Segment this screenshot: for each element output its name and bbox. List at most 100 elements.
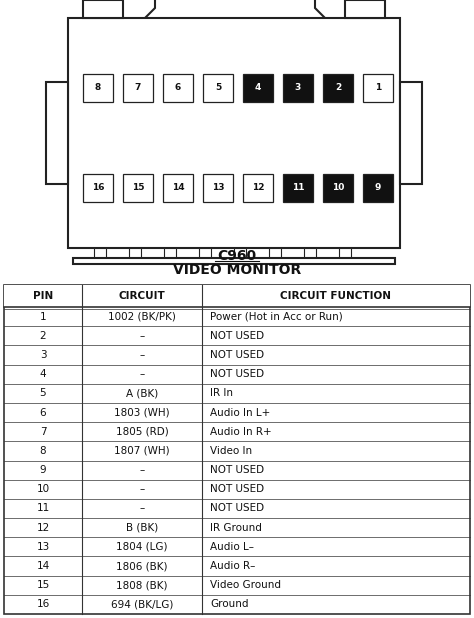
Bar xyxy=(129,248,141,258)
Text: NOT USED: NOT USED xyxy=(210,465,264,475)
Text: 1804 (LG): 1804 (LG) xyxy=(116,542,168,552)
Text: 6: 6 xyxy=(175,83,181,93)
Text: 694 (BK/LG): 694 (BK/LG) xyxy=(111,599,173,609)
Text: 3: 3 xyxy=(295,83,301,93)
Text: 15: 15 xyxy=(36,580,50,590)
Text: 13: 13 xyxy=(212,184,224,192)
Text: –: – xyxy=(139,465,145,475)
Bar xyxy=(164,248,176,258)
Bar xyxy=(339,248,351,258)
Text: Power (Hot in Acc or Run): Power (Hot in Acc or Run) xyxy=(210,311,343,321)
Bar xyxy=(363,74,393,102)
Text: –: – xyxy=(139,485,145,494)
Text: NOT USED: NOT USED xyxy=(210,504,264,514)
Text: 9: 9 xyxy=(40,465,46,475)
Text: 1806 (BK): 1806 (BK) xyxy=(116,561,168,571)
Bar xyxy=(363,174,393,202)
Text: Video Ground: Video Ground xyxy=(210,580,281,590)
Text: 12: 12 xyxy=(36,523,50,533)
Bar xyxy=(283,174,313,202)
Text: 12: 12 xyxy=(252,184,264,192)
Text: 10: 10 xyxy=(332,184,344,192)
Text: –: – xyxy=(139,504,145,514)
Text: 1808 (BK): 1808 (BK) xyxy=(116,580,168,590)
Bar xyxy=(203,174,233,202)
Text: 15: 15 xyxy=(132,184,144,192)
Text: Audio In R+: Audio In R+ xyxy=(210,426,272,437)
Text: B (BK): B (BK) xyxy=(126,523,158,533)
Text: 8: 8 xyxy=(40,446,46,456)
Text: NOT USED: NOT USED xyxy=(210,331,264,341)
Text: Audio L–: Audio L– xyxy=(210,542,254,552)
Bar xyxy=(323,174,353,202)
Text: Audio In L+: Audio In L+ xyxy=(210,407,270,418)
Text: 1: 1 xyxy=(40,311,46,321)
Text: 13: 13 xyxy=(36,542,50,552)
Text: –: – xyxy=(139,331,145,341)
Text: 14: 14 xyxy=(36,561,50,571)
Bar xyxy=(163,174,193,202)
Bar xyxy=(304,248,316,258)
Bar xyxy=(203,74,233,102)
Text: 4: 4 xyxy=(40,369,46,379)
Bar xyxy=(243,74,273,102)
Text: 6: 6 xyxy=(40,407,46,418)
Text: A (BK): A (BK) xyxy=(126,388,158,399)
Text: –: – xyxy=(139,369,145,379)
Bar xyxy=(83,0,123,18)
Text: 1803 (WH): 1803 (WH) xyxy=(114,407,170,418)
Text: 8: 8 xyxy=(95,83,101,93)
Text: 16: 16 xyxy=(92,184,104,192)
Bar xyxy=(68,18,400,248)
Text: 1002 (BK/PK): 1002 (BK/PK) xyxy=(108,311,176,321)
Text: VIDEO MONITOR: VIDEO MONITOR xyxy=(173,263,301,277)
Text: Audio R–: Audio R– xyxy=(210,561,255,571)
Text: 4: 4 xyxy=(255,83,261,93)
Bar xyxy=(269,248,281,258)
Text: 3: 3 xyxy=(40,350,46,360)
Bar xyxy=(243,174,273,202)
Bar xyxy=(4,285,470,614)
Text: 5: 5 xyxy=(215,83,221,93)
Text: 11: 11 xyxy=(36,504,50,514)
Bar xyxy=(199,248,211,258)
Text: 11: 11 xyxy=(292,184,304,192)
Bar xyxy=(83,174,113,202)
Bar xyxy=(73,258,395,264)
Text: CIRCUIT: CIRCUIT xyxy=(118,291,165,301)
Bar xyxy=(94,248,106,258)
Bar xyxy=(123,74,153,102)
Bar xyxy=(283,74,313,102)
Text: IR Ground: IR Ground xyxy=(210,523,262,533)
Text: 7: 7 xyxy=(135,83,141,93)
Bar xyxy=(46,82,68,184)
Text: 2: 2 xyxy=(335,83,341,93)
Text: Video In: Video In xyxy=(210,446,252,456)
Text: PIN: PIN xyxy=(33,291,53,301)
Text: IR In: IR In xyxy=(210,388,233,399)
Text: C960: C960 xyxy=(218,249,256,263)
Text: Ground: Ground xyxy=(210,599,248,609)
Bar xyxy=(4,285,470,307)
Bar xyxy=(400,82,422,184)
Bar xyxy=(83,74,113,102)
Text: –: – xyxy=(139,350,145,360)
Text: NOT USED: NOT USED xyxy=(210,350,264,360)
Text: 1805 (RD): 1805 (RD) xyxy=(116,426,168,437)
Text: 16: 16 xyxy=(36,599,50,609)
Bar xyxy=(163,74,193,102)
Text: 2: 2 xyxy=(40,331,46,341)
Text: 1807 (WH): 1807 (WH) xyxy=(114,446,170,456)
Text: CIRCUIT FUNCTION: CIRCUIT FUNCTION xyxy=(281,291,392,301)
Bar xyxy=(234,248,246,258)
Text: NOT USED: NOT USED xyxy=(210,485,264,494)
Text: 5: 5 xyxy=(40,388,46,399)
Bar xyxy=(123,174,153,202)
Text: 1: 1 xyxy=(375,83,381,93)
Text: 10: 10 xyxy=(36,485,50,494)
Bar xyxy=(0,0,474,280)
Text: 7: 7 xyxy=(40,426,46,437)
Text: NOT USED: NOT USED xyxy=(210,369,264,379)
Bar xyxy=(323,74,353,102)
Bar xyxy=(345,0,385,18)
